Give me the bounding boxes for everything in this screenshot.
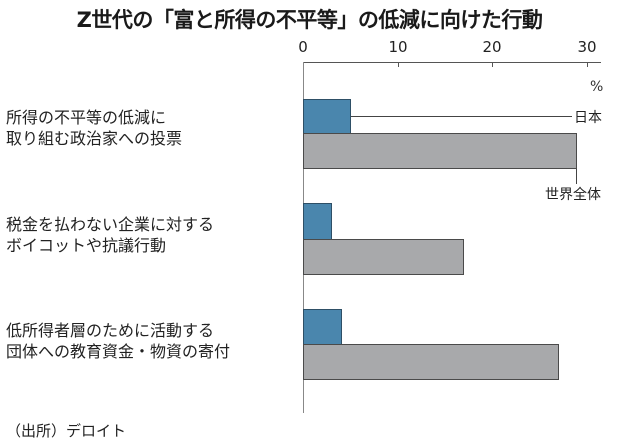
- legend-leader-world: [576, 169, 577, 184]
- legend-label-world: 世界全体: [545, 187, 601, 203]
- chart-title: Z世代の「富と所得の不平等」の低減に向けた行動: [76, 8, 543, 32]
- x-tick-20: [492, 62, 493, 67]
- x-tick-label-30: 30: [577, 38, 597, 56]
- category-label-2-line1: 税金を払わない企業に対する: [6, 215, 215, 234]
- legend-leader-japan: [351, 116, 572, 117]
- category-label-1-line1: 所得の不平等の低減に: [6, 108, 167, 127]
- category-label-1: 所得の不平等の低減に 取り組む政治家への投票: [6, 107, 182, 149]
- x-tick-10: [398, 62, 399, 67]
- category-label-2: 税金を払わない企業に対する ボイコットや抗議行動: [6, 214, 214, 256]
- legend-label-japan: 日本: [574, 110, 602, 126]
- source-note: （出所）デロイト: [6, 422, 127, 440]
- category-label-3: 低所得者層のために活動する 団体への教育資金・物資の寄付: [6, 320, 230, 362]
- category-label-3-line1: 低所得者層のために活動する: [6, 321, 215, 340]
- bar-world-3: [303, 344, 559, 380]
- x-axis-line: [303, 62, 601, 63]
- unit-label: %: [590, 79, 604, 95]
- category-label-2-line2: ボイコットや抗議行動: [6, 236, 167, 255]
- x-tick-label-0: 0: [298, 38, 308, 56]
- category-label-1-line2: 取り組む政治家への投票: [6, 129, 183, 148]
- x-tick-label-20: 20: [482, 38, 502, 56]
- bar-japan-3: [303, 309, 342, 345]
- bar-japan-2: [303, 203, 332, 240]
- bar-world-2: [303, 239, 464, 275]
- bar-world-1: [303, 133, 577, 169]
- bar-japan-1: [303, 99, 351, 134]
- x-tick-label-10: 10: [388, 38, 408, 56]
- category-label-3-line2: 団体への教育資金・物資の寄付: [6, 342, 231, 361]
- x-tick-30: [587, 62, 588, 67]
